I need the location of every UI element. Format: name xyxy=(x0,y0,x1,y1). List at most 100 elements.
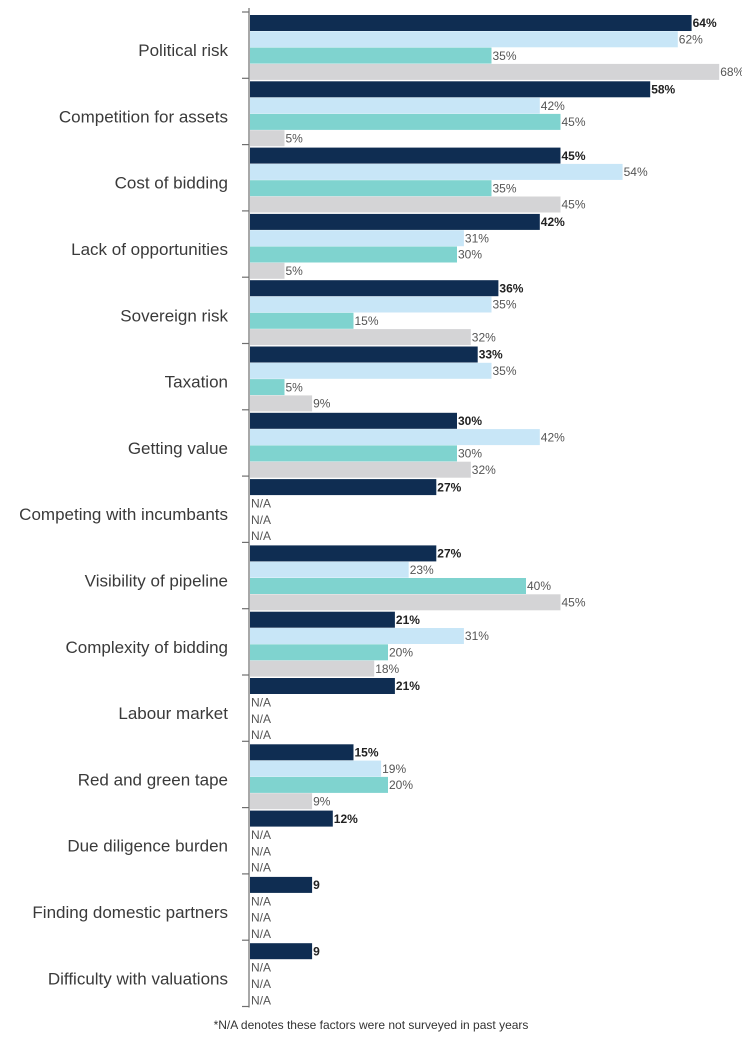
data-label: 15% xyxy=(355,314,379,328)
data-label: N/A xyxy=(251,844,271,858)
category-label: Competing with incumbants xyxy=(19,505,228,524)
data-label: 9% xyxy=(313,794,331,808)
data-label: 42% xyxy=(541,215,565,229)
category-label: Taxation xyxy=(165,373,228,392)
data-label: N/A xyxy=(251,828,271,842)
data-label: 9 xyxy=(313,878,320,892)
data-label: N/A xyxy=(251,712,271,726)
data-label: 32% xyxy=(472,330,496,344)
bar xyxy=(250,943,313,960)
category-label: Due diligence burden xyxy=(67,837,228,856)
data-label: N/A xyxy=(251,728,271,742)
bar xyxy=(250,412,457,429)
category-label: Finding domestic partners xyxy=(32,903,228,922)
data-label: 35% xyxy=(493,49,517,63)
data-label: N/A xyxy=(251,911,271,925)
data-label: 20% xyxy=(389,778,413,792)
bar xyxy=(250,63,720,80)
axis-layer xyxy=(242,8,250,1008)
data-label: 5% xyxy=(286,380,304,394)
data-label: 36% xyxy=(499,281,523,295)
category-label: Difficulty with valuations xyxy=(48,969,228,988)
data-label: 20% xyxy=(389,645,413,659)
bar xyxy=(250,163,623,180)
bar xyxy=(250,81,651,98)
data-label: 9% xyxy=(313,397,331,411)
bar xyxy=(250,445,457,462)
bar xyxy=(250,113,561,130)
bar xyxy=(250,230,464,247)
bar xyxy=(250,578,526,594)
data-label: 21% xyxy=(396,613,420,627)
bar xyxy=(250,312,354,329)
data-label: N/A xyxy=(251,894,271,908)
bar xyxy=(250,429,540,446)
data-label: N/A xyxy=(251,497,271,511)
data-label: 40% xyxy=(527,579,551,593)
bar xyxy=(250,346,478,363)
bar xyxy=(250,280,499,297)
data-label: N/A xyxy=(251,927,271,941)
bar xyxy=(250,479,437,496)
data-label: 64% xyxy=(693,16,717,30)
data-label: 9 xyxy=(313,944,320,958)
bar xyxy=(250,461,471,478)
bars-layer xyxy=(250,15,720,960)
data-label: 27% xyxy=(437,480,461,494)
data-label: 12% xyxy=(334,812,358,826)
bar xyxy=(250,147,561,164)
data-label: 5% xyxy=(286,264,304,278)
data-label: N/A xyxy=(251,977,271,991)
data-label: 68% xyxy=(720,65,742,79)
category-label: Visibility of pipeline xyxy=(85,571,228,590)
data-label: 42% xyxy=(541,430,565,444)
bar xyxy=(250,213,540,230)
bar xyxy=(250,362,492,379)
bar xyxy=(250,180,492,197)
data-label: 30% xyxy=(458,414,482,428)
footnote: *N/A denotes these factors were not surv… xyxy=(213,1018,529,1032)
bar xyxy=(250,776,388,793)
bar xyxy=(250,611,395,628)
category-label: Political risk xyxy=(138,41,228,60)
data-label: 35% xyxy=(493,364,517,378)
data-label: 45% xyxy=(562,149,586,163)
category-label: Complexity of bidding xyxy=(65,638,228,657)
category-label: Sovereign risk xyxy=(120,306,228,325)
data-label: 35% xyxy=(493,181,517,195)
data-label: 30% xyxy=(458,447,482,461)
data-label: 5% xyxy=(286,131,304,145)
category-label: Red and green tape xyxy=(78,770,228,789)
data-label: 54% xyxy=(624,165,648,179)
category-label: Lack of opportunities xyxy=(71,240,228,259)
bar xyxy=(250,130,285,147)
bar xyxy=(250,395,313,412)
data-label: 45% xyxy=(562,115,586,129)
bar xyxy=(250,561,409,578)
bar xyxy=(250,296,492,313)
data-label: 32% xyxy=(472,463,496,477)
data-label: 30% xyxy=(458,248,482,262)
bar xyxy=(250,744,354,761)
bar xyxy=(250,810,333,827)
bar xyxy=(250,876,313,893)
bar xyxy=(250,793,313,810)
data-label: 42% xyxy=(541,99,565,113)
category-label: Getting value xyxy=(128,439,228,458)
bar xyxy=(250,678,395,694)
data-label: N/A xyxy=(251,529,271,543)
data-label: N/A xyxy=(251,513,271,527)
category-label: Labour market xyxy=(118,704,228,723)
data-label: 27% xyxy=(437,547,461,561)
data-label: 19% xyxy=(382,762,406,776)
bar xyxy=(250,594,561,611)
bar xyxy=(250,97,540,114)
category-label: Cost of bidding xyxy=(115,174,228,193)
bar xyxy=(250,329,471,346)
bar xyxy=(250,760,382,777)
data-label: 23% xyxy=(410,563,434,577)
data-label: 35% xyxy=(493,298,517,312)
data-label: N/A xyxy=(251,961,271,975)
data-label: N/A xyxy=(251,993,271,1007)
